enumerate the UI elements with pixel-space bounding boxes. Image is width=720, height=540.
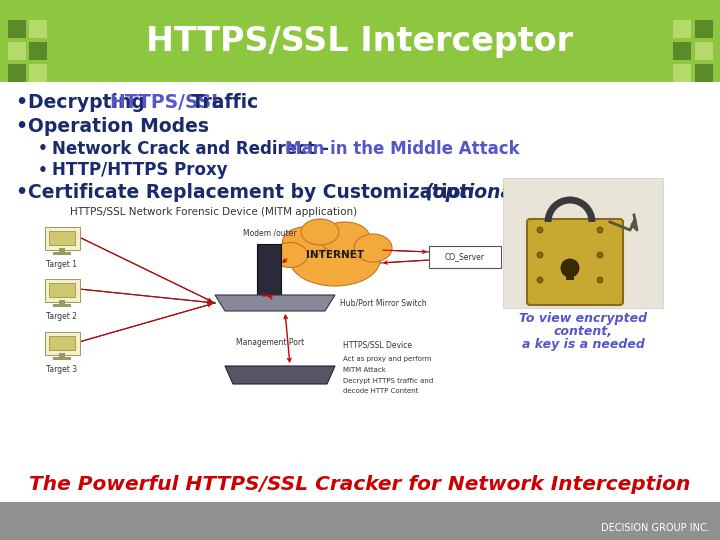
Bar xyxy=(53,304,71,307)
Ellipse shape xyxy=(320,222,370,254)
Text: Man in the Middle Attack: Man in the Middle Attack xyxy=(285,140,520,158)
Text: Network Crack and Redirect –: Network Crack and Redirect – xyxy=(52,140,335,158)
Bar xyxy=(59,300,65,305)
Text: INTERNET: INTERNET xyxy=(306,250,364,260)
FancyBboxPatch shape xyxy=(503,178,663,308)
Text: To view encrypted: To view encrypted xyxy=(519,312,647,325)
Ellipse shape xyxy=(290,234,380,286)
Text: Decrypt HTTPS traffic and: Decrypt HTTPS traffic and xyxy=(343,378,433,384)
Text: •: • xyxy=(38,141,48,157)
FancyBboxPatch shape xyxy=(45,332,79,354)
Text: Hub/Port Mirror Switch: Hub/Port Mirror Switch xyxy=(340,299,427,307)
Text: •: • xyxy=(15,118,27,137)
FancyBboxPatch shape xyxy=(695,20,713,38)
FancyBboxPatch shape xyxy=(673,42,691,60)
Circle shape xyxy=(537,277,543,283)
Ellipse shape xyxy=(272,242,307,267)
Text: (optional): (optional) xyxy=(425,184,529,202)
Text: Act as proxy and perform: Act as proxy and perform xyxy=(343,356,431,362)
FancyBboxPatch shape xyxy=(45,279,79,301)
Text: •: • xyxy=(15,93,27,112)
FancyBboxPatch shape xyxy=(45,226,79,249)
FancyBboxPatch shape xyxy=(8,42,26,60)
Ellipse shape xyxy=(354,234,392,262)
Text: Modem /outer: Modem /outer xyxy=(243,228,297,237)
Text: DECISION GROUP INC.: DECISION GROUP INC. xyxy=(601,523,710,533)
FancyBboxPatch shape xyxy=(49,336,75,350)
FancyBboxPatch shape xyxy=(257,244,281,296)
Circle shape xyxy=(597,277,603,283)
FancyBboxPatch shape xyxy=(29,64,47,82)
Text: a key is a needed: a key is a needed xyxy=(521,338,644,351)
FancyBboxPatch shape xyxy=(0,82,720,502)
FancyBboxPatch shape xyxy=(49,283,75,297)
Text: HTTPS/SSL: HTTPS/SSL xyxy=(109,93,223,112)
Text: •: • xyxy=(38,163,48,178)
Text: Target 1: Target 1 xyxy=(47,260,78,269)
FancyBboxPatch shape xyxy=(0,0,720,82)
Bar xyxy=(59,353,65,358)
Text: •: • xyxy=(15,184,27,202)
Text: Decrypting: Decrypting xyxy=(28,93,151,112)
Circle shape xyxy=(597,252,603,258)
Text: content,: content, xyxy=(554,325,613,338)
Text: Target 2: Target 2 xyxy=(47,312,78,321)
Text: MITM Attack: MITM Attack xyxy=(343,367,386,373)
FancyBboxPatch shape xyxy=(49,231,75,245)
Text: HTTPS/SSL Device: HTTPS/SSL Device xyxy=(343,341,412,350)
Polygon shape xyxy=(215,295,335,311)
FancyBboxPatch shape xyxy=(695,64,713,82)
FancyBboxPatch shape xyxy=(695,42,713,60)
Circle shape xyxy=(561,259,579,277)
Bar xyxy=(53,357,71,360)
FancyBboxPatch shape xyxy=(527,219,623,305)
Bar xyxy=(53,252,71,255)
Text: HTTPS/SSL Network Forensic Device (MITM application): HTTPS/SSL Network Forensic Device (MITM … xyxy=(70,207,357,217)
Text: Traffic: Traffic xyxy=(185,93,258,112)
Ellipse shape xyxy=(282,227,328,257)
FancyBboxPatch shape xyxy=(673,20,691,38)
FancyBboxPatch shape xyxy=(8,64,26,82)
Circle shape xyxy=(537,227,543,233)
Text: The Powerful HTTPS/SSL Cracker for Network Interception: The Powerful HTTPS/SSL Cracker for Netwo… xyxy=(30,476,690,495)
Text: Target 3: Target 3 xyxy=(46,365,78,374)
Text: Certificate Replacement by Customization: Certificate Replacement by Customization xyxy=(28,184,480,202)
Text: CO_Server: CO_Server xyxy=(445,253,485,261)
Circle shape xyxy=(597,227,603,233)
FancyBboxPatch shape xyxy=(8,20,26,38)
Text: Management Port: Management Port xyxy=(236,338,304,347)
FancyBboxPatch shape xyxy=(0,502,720,540)
Bar xyxy=(566,268,574,280)
Text: HTTP/HTTPS Proxy: HTTP/HTTPS Proxy xyxy=(52,161,228,179)
Text: Operation Modes: Operation Modes xyxy=(28,118,209,137)
FancyBboxPatch shape xyxy=(29,42,47,60)
Circle shape xyxy=(537,252,543,258)
Ellipse shape xyxy=(301,219,339,245)
FancyBboxPatch shape xyxy=(29,20,47,38)
FancyBboxPatch shape xyxy=(673,64,691,82)
Bar xyxy=(59,248,65,253)
FancyBboxPatch shape xyxy=(429,246,501,268)
Text: decode HTTP Content: decode HTTP Content xyxy=(343,388,418,394)
Polygon shape xyxy=(225,366,335,384)
Text: HTTPS/SSL Interceptor: HTTPS/SSL Interceptor xyxy=(146,24,574,57)
